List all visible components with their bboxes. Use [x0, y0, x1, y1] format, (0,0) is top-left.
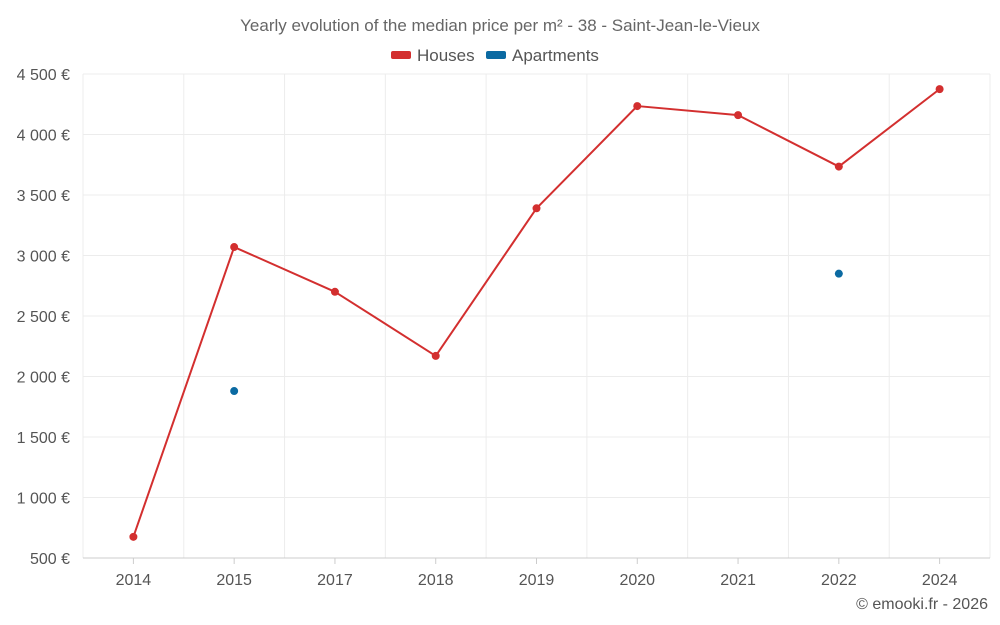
x-tick-label: 2017 — [317, 572, 353, 589]
x-tick-label: 2015 — [216, 572, 252, 589]
data-point-houses[interactable] — [129, 532, 138, 541]
data-point-houses[interactable] — [330, 287, 339, 296]
x-tick-label: 2021 — [720, 572, 756, 589]
legend-item-apartments[interactable]: Apartments — [486, 46, 599, 65]
credit-text: © emooki.fr - 2026 — [856, 596, 988, 613]
data-point-houses[interactable] — [431, 351, 440, 360]
y-tick-label: 4 500 € — [17, 67, 70, 84]
series-line-houses — [132, 88, 941, 538]
y-tick-label: 3 000 € — [17, 249, 70, 266]
data-point-houses[interactable] — [532, 204, 541, 213]
y-tick-label: 4 000 € — [17, 128, 70, 145]
x-tick-label: 2018 — [418, 572, 454, 589]
y-tick-label: 1 500 € — [17, 430, 70, 447]
data-point-houses[interactable] — [230, 243, 239, 252]
x-tick-label: 2014 — [116, 572, 152, 589]
x-tick-label: 2024 — [922, 572, 958, 589]
legend-swatch-houses — [391, 51, 411, 59]
legend-item-houses[interactable]: Houses — [391, 46, 475, 65]
x-tick-label: 2020 — [619, 572, 655, 589]
data-point-apartments[interactable] — [230, 387, 239, 396]
legend-label-apartments: Apartments — [512, 46, 599, 65]
chart-title: Yearly evolution of the median price per… — [240, 16, 760, 35]
x-tick-label: 2019 — [519, 572, 555, 589]
y-tick-label: 3 500 € — [17, 188, 70, 205]
x-tick-label: 2022 — [821, 572, 857, 589]
y-tick-label: 500 € — [30, 551, 70, 568]
plot-area — [129, 85, 944, 541]
data-point-houses[interactable] — [633, 102, 642, 111]
y-tick-label: 2 500 € — [17, 309, 70, 326]
data-point-apartments[interactable] — [834, 269, 843, 278]
legend-label-houses: Houses — [417, 46, 475, 65]
grid — [82, 73, 991, 559]
legend-swatch-apartments — [486, 51, 506, 59]
y-tick-label: 1 000 € — [17, 491, 70, 508]
data-point-houses[interactable] — [734, 111, 743, 120]
legend: Houses Apartments — [391, 46, 599, 65]
data-point-houses[interactable] — [935, 85, 944, 94]
data-point-houses[interactable] — [834, 162, 843, 171]
axes: 500 € 1 000 € 1 500 € 2 000 € 2 500 € 3 000 €… — [17, 67, 990, 589]
y-tick-label: 2 000 € — [17, 370, 70, 387]
